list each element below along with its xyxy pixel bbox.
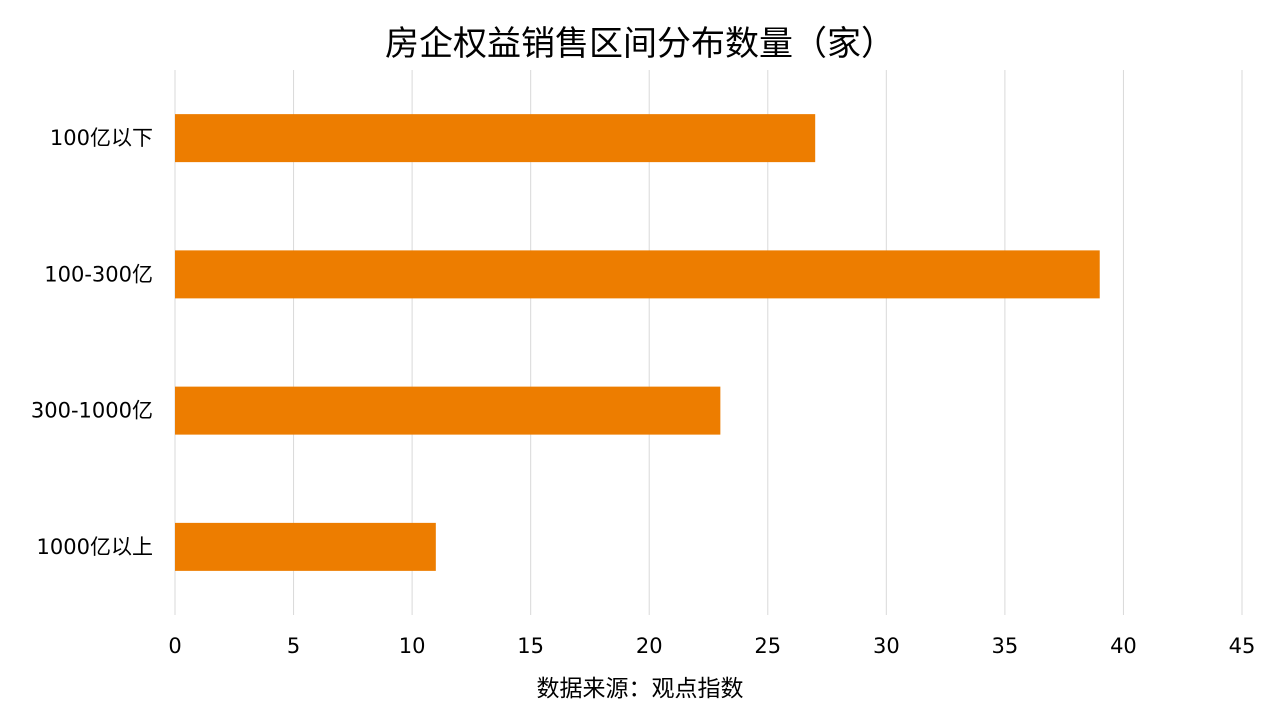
category-label: 100亿以下 [50, 126, 153, 150]
x-tick-label: 15 [517, 634, 544, 658]
bars [175, 114, 1100, 571]
x-tick-label: 0 [168, 634, 181, 658]
category-labels: 100亿以下 100-300亿 300-1000亿 1000亿以上 [31, 126, 153, 559]
bar [175, 386, 721, 435]
x-tick-label: 40 [1110, 634, 1137, 658]
x-tick-label: 5 [287, 634, 300, 658]
x-tick-label: 30 [873, 634, 900, 658]
category-label: 100-300亿 [44, 262, 153, 286]
chart-title: 房企权益销售区间分布数量（家） [385, 24, 895, 64]
x-tick-label: 35 [992, 634, 1019, 658]
x-tick-label: 45 [1229, 634, 1256, 658]
x-tick-label: 10 [399, 634, 426, 658]
x-tick-label: 25 [754, 634, 781, 658]
category-label: 300-1000亿 [31, 399, 153, 423]
bar [175, 250, 1100, 299]
x-tick-labels: 0 5 10 15 20 25 30 35 40 45 [168, 634, 1255, 658]
x-tick-label: 20 [636, 634, 663, 658]
bar [175, 114, 816, 163]
category-label: 1000亿以上 [37, 535, 153, 559]
source-note: 数据来源：观点指数 [536, 676, 744, 702]
bar [175, 522, 436, 571]
